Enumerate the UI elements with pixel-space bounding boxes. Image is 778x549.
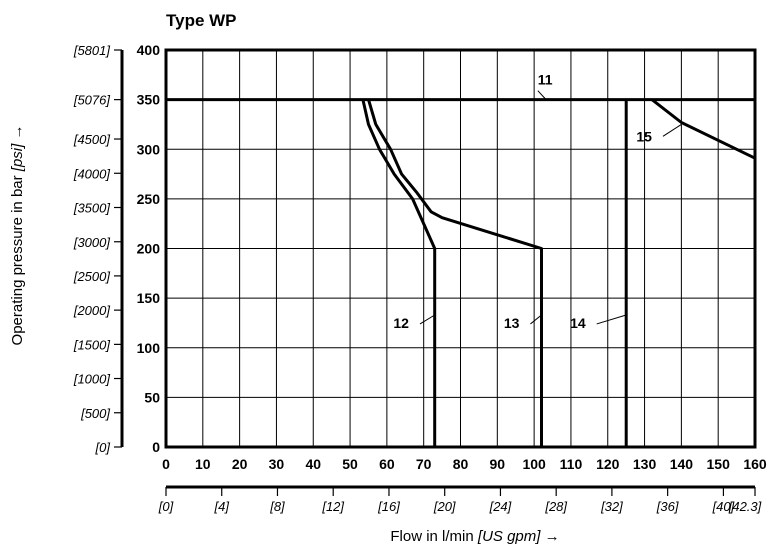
secondary-y-tick-label: [1500]: [73, 337, 111, 352]
x-tick-label: 50: [342, 456, 358, 472]
y-axis-label-main: Operating pressure in bar: [9, 171, 26, 345]
secondary-x-tick-label: [28]: [544, 499, 567, 514]
secondary-x-tick-label: [24]: [489, 499, 512, 514]
x-axis-label-arrow: →: [540, 528, 559, 545]
y-axis-label-unit: [psi]: [9, 143, 26, 172]
secondary-x-tick-label: [40]: [712, 499, 735, 514]
y-tick-label: 200: [137, 241, 161, 257]
curve-12: [361, 99, 437, 447]
secondary-x-tick-label: [12]: [321, 499, 344, 514]
x-tick-label: 90: [490, 456, 506, 472]
leader-line-13: [530, 314, 542, 325]
secondary-y-axis: [0] [500] [1000] [1500] [2000] [2500] [3000] [3…: [73, 43, 124, 455]
x-tick-label: 40: [305, 456, 321, 472]
y-tick-labels: 0 50 100 150 200 250 300 350 400: [137, 42, 161, 455]
curve-label-11: 11: [538, 72, 553, 88]
curve-label-13: 13: [504, 315, 520, 331]
x-tick-label: 150: [707, 456, 731, 472]
curve-label-15: 15: [636, 128, 652, 144]
leader-line-11: [537, 90, 546, 99]
secondary-x-tick-label: [42.3]: [728, 499, 762, 514]
x-tick-labels: 0 10 20 30 40 50 60 70 80 90 100 110 120 130 140 150 160: [162, 456, 767, 472]
x-tick-label: 20: [232, 456, 248, 472]
secondary-y-tick-label: [1000]: [73, 372, 111, 387]
x-axis-label: Flow in l/min [US gpm] →: [390, 528, 559, 545]
y-axis-label: Operating pressure in bar [psi] →: [9, 125, 26, 346]
x-tick-label: 120: [596, 456, 620, 472]
secondary-y-tick-label: [5076]: [73, 93, 111, 108]
secondary-y-tick-label: [5801]: [73, 43, 111, 58]
secondary-x-tick-label: [4]: [213, 499, 229, 514]
secondary-x-tick-label: [32]: [600, 499, 623, 514]
x-tick-label: 60: [379, 456, 395, 472]
x-axis-label-unit: [US gpm]: [477, 528, 541, 545]
leader-line-15: [662, 124, 682, 137]
x-tick-label: 160: [743, 456, 767, 472]
y-axis-label-arrow: →: [9, 125, 26, 144]
secondary-y-tick-label: [0]: [95, 440, 111, 455]
secondary-x-axis: [0] [4] [8] [12] [16] [20] [24] [28] [32] [36] [40…: [158, 485, 762, 514]
secondary-x-tick-label: [36]: [656, 499, 679, 514]
curve-label-14: 14: [570, 315, 586, 331]
curve-13: [367, 99, 543, 447]
secondary-x-tick-label: [8]: [269, 499, 285, 514]
secondary-x-tick-label: [16]: [377, 499, 400, 514]
plot-frame: [164, 48, 757, 449]
leader-line-12: [419, 314, 435, 325]
secondary-x-tick-label: [20]: [433, 499, 456, 514]
x-tick-label: 100: [522, 456, 546, 472]
x-tick-label: 10: [195, 456, 211, 472]
secondary-y-tick-label: [4000]: [73, 166, 111, 181]
x-tick-label: 80: [453, 456, 469, 472]
secondary-y-tick-label: [4500]: [73, 132, 111, 147]
y-tick-label: 300: [137, 141, 161, 157]
series-group: 11 12 13 14 15: [166, 72, 756, 447]
leader-line-14: [596, 314, 627, 325]
x-tick-label: 110: [560, 456, 583, 472]
y-tick-label: 400: [137, 42, 161, 58]
y-tick-label: 250: [137, 191, 161, 207]
secondary-y-tick-label: [2000]: [73, 303, 111, 318]
x-tick-label: 140: [670, 456, 694, 472]
x-tick-label: 70: [416, 456, 432, 472]
x-tick-label: 30: [269, 456, 285, 472]
secondary-y-tick-label: [2500]: [73, 269, 111, 284]
secondary-y-tick-label: [500]: [80, 406, 110, 421]
curve-label-12: 12: [393, 315, 409, 331]
secondary-y-tick-label: [3000]: [73, 235, 111, 250]
y-tick-label: 100: [137, 340, 161, 356]
secondary-y-tick-label: [3500]: [73, 201, 111, 216]
secondary-x-tick-label: [0]: [158, 499, 174, 514]
x-axis-label-main: Flow in l/min: [390, 528, 478, 545]
y-tick-label: 150: [137, 290, 161, 306]
y-tick-label: 350: [137, 92, 161, 108]
y-tick-label: 50: [144, 389, 160, 405]
chart-title: Type WP: [166, 11, 237, 30]
y-tick-label: 0: [152, 439, 160, 455]
x-tick-label: 130: [633, 456, 657, 472]
x-tick-label: 0: [162, 456, 170, 472]
curve-15: [650, 98, 756, 160]
